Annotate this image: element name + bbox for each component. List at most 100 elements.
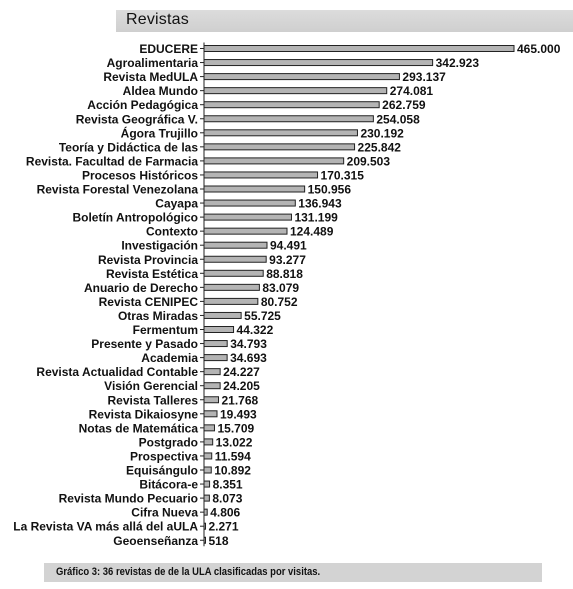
category-label: Cayapa <box>155 197 198 211</box>
bar <box>203 157 345 165</box>
value-label: 93.277 <box>269 253 306 267</box>
value-label: 293.137 <box>402 70 446 84</box>
value-label: 465.000 <box>517 42 561 56</box>
bar <box>203 424 215 432</box>
bar <box>203 368 221 376</box>
value-label: 11.594 <box>215 449 251 463</box>
value-label: 136.943 <box>298 197 342 211</box>
value-label: 83.079 <box>262 281 299 295</box>
value-label: 4.806 <box>210 506 240 520</box>
value-label: 124.489 <box>290 225 334 239</box>
category-label: Fermentum <box>133 323 198 337</box>
bar <box>203 283 260 291</box>
value-label: 34.693 <box>230 351 267 365</box>
value-label: 262.759 <box>382 98 426 112</box>
bar <box>203 143 356 151</box>
category-label: Revista Geográfica V. <box>76 112 198 126</box>
value-label: 230.192 <box>360 126 404 140</box>
category-label: Investigación <box>121 239 198 253</box>
value-label: 342.923 <box>436 56 480 70</box>
category-label: Revista Provincia <box>98 253 198 267</box>
value-label: 34.793 <box>230 337 267 351</box>
caption-band <box>44 563 542 582</box>
category-label: Cifra Nueva <box>131 506 198 520</box>
category-label: Revista Estética <box>106 267 198 281</box>
bar <box>203 326 235 333</box>
category-label: Anuario de Derecho <box>84 281 198 295</box>
category-label: Revista Mundo Pecuario <box>59 492 198 506</box>
value-label: 88.818 <box>266 267 303 281</box>
value-label: 170.315 <box>321 168 365 182</box>
category-label: Revista Actualidad Contable <box>36 365 198 379</box>
value-label: 518 <box>209 534 229 548</box>
bar <box>203 255 267 263</box>
bar <box>203 311 242 319</box>
value-label: 13.022 <box>216 435 253 449</box>
category-label: Presente y Pasado <box>91 337 198 351</box>
category-label: La Revista VA más allá del aULA <box>13 520 198 534</box>
bar <box>203 59 434 67</box>
category-label: Acción Pedagógica <box>87 98 198 112</box>
value-label: 8.351 <box>213 478 243 492</box>
value-label: 2.271 <box>209 520 239 534</box>
value-label: 24.227 <box>223 365 260 379</box>
value-label: 15.709 <box>217 421 254 435</box>
bar <box>203 508 208 516</box>
category-label: Notas de Matemática <box>79 421 199 435</box>
category-label: Teoría y Didáctica de las <box>59 140 198 154</box>
bar <box>203 480 211 488</box>
bar <box>203 522 207 530</box>
category-label: Revista CENIPEC <box>99 295 199 309</box>
bar <box>203 466 212 474</box>
bars-group: EDUCERE 465.000 Agroalimentaria 342.923 Revi… <box>13 42 560 548</box>
bar <box>203 396 220 404</box>
category-label: Boletín Antropológico <box>72 211 198 225</box>
category-label: Prospectiva <box>130 449 198 463</box>
category-label: Equisángulo <box>126 464 198 478</box>
bar <box>203 241 268 249</box>
bar <box>203 438 214 446</box>
category-label: EDUCERE <box>139 42 198 56</box>
category-label: Geoenseñanza <box>113 534 198 548</box>
bar <box>203 227 288 235</box>
category-label: Contexto <box>146 225 198 239</box>
bar <box>203 73 400 81</box>
bar <box>203 494 210 502</box>
bar <box>203 129 358 137</box>
category-label: Revista Forestal Venezolana <box>37 183 199 197</box>
category-label: Aldea Mundo <box>123 84 198 98</box>
chart-title: Revistas <box>126 11 189 28</box>
value-label: 8.073 <box>212 492 242 506</box>
value-label: 80.752 <box>261 295 298 309</box>
value-label: 209.503 <box>347 154 391 168</box>
value-label: 10.892 <box>214 464 251 478</box>
bar-chart: EDUCERE 465.000 Agroalimentaria 342.923 Revi… <box>13 42 560 548</box>
bar <box>203 171 319 179</box>
value-label: 150.956 <box>308 183 352 197</box>
category-label: Revista MedULA <box>103 70 198 84</box>
chart-caption: Gráfico 3: 36 revistas de de la ULA clas… <box>56 566 321 578</box>
category-label: Revista. Facultad de Farmacia <box>26 154 198 168</box>
category-label: Revista Dikaiosyne <box>89 407 199 421</box>
bar <box>203 452 213 460</box>
bar <box>203 199 296 207</box>
bar <box>203 410 218 418</box>
category-label: Agroalimentaria <box>107 56 199 70</box>
category-label: Bitácora-e <box>139 478 198 492</box>
bar <box>203 297 259 305</box>
bar <box>203 185 306 193</box>
bar <box>203 45 515 52</box>
bar <box>203 115 374 123</box>
value-label: 225.842 <box>358 140 402 154</box>
bar <box>203 269 264 277</box>
category-label: Otras Miradas <box>118 309 198 323</box>
bar <box>203 354 228 362</box>
value-label: 24.205 <box>223 379 260 393</box>
category-label: Procesos Históricos <box>82 168 198 182</box>
category-label: Postgrado <box>139 435 198 449</box>
value-label: 94.491 <box>270 239 307 253</box>
bar <box>203 213 292 221</box>
category-label: Academia <box>141 351 198 365</box>
value-label: 254.058 <box>376 112 420 126</box>
value-label: 21.768 <box>222 393 259 407</box>
